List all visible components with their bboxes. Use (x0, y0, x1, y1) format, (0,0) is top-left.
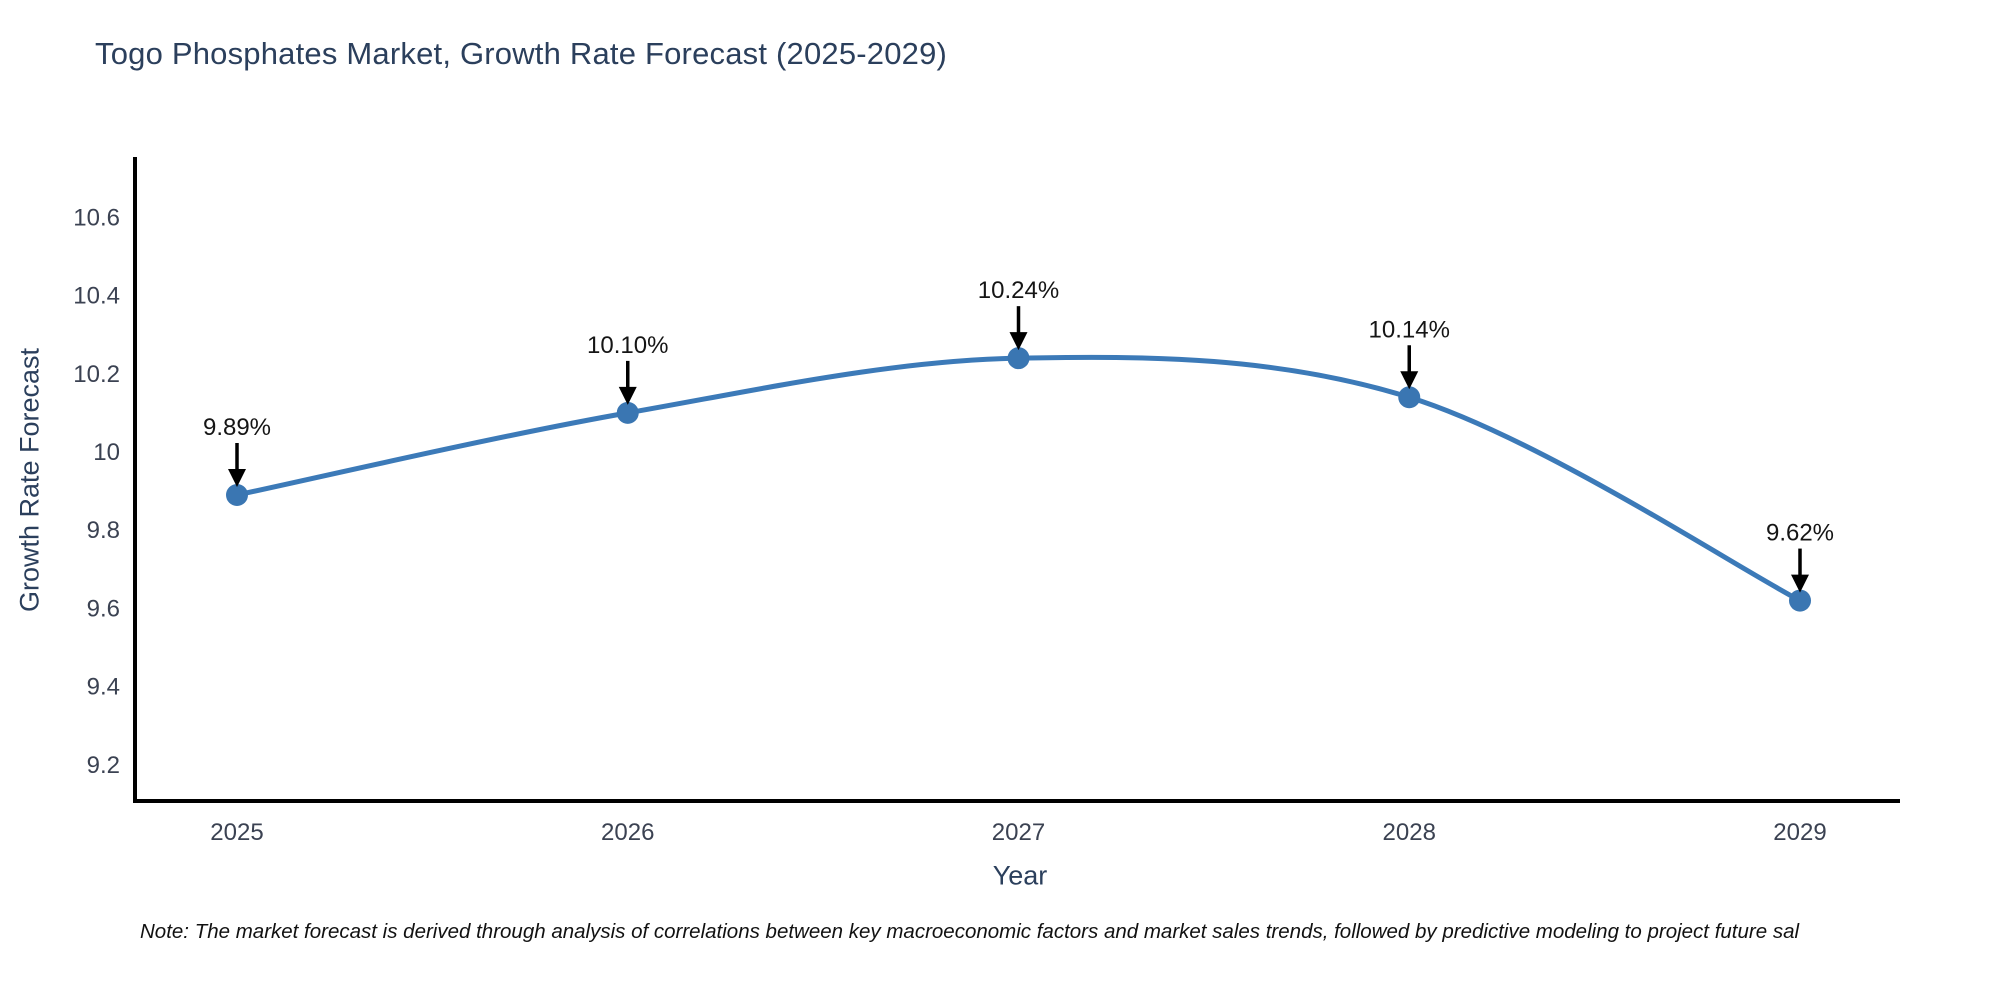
data-point-marker (616, 401, 639, 424)
y-tick-label: 9.8 (87, 517, 120, 544)
y-tick-label: 10.4 (73, 283, 120, 310)
chart-title: Togo Phosphates Market, Growth Rate Fore… (95, 36, 948, 71)
y-tick-label: 9.6 (87, 595, 120, 622)
data-point-label: 9.89% (203, 414, 271, 441)
y-tick-label: 9.4 (87, 674, 120, 701)
y-tick-label: 10.6 (73, 204, 120, 231)
data-point-label: 10.14% (1369, 316, 1450, 343)
data-point-marker (1007, 347, 1030, 370)
data-point-label: 10.24% (978, 277, 1059, 304)
annotation-arrowhead-icon (228, 469, 246, 487)
series-line (234, 354, 1803, 604)
data-point-label: 10.10% (587, 332, 668, 359)
footnote: Note: The market forecast is derived thr… (140, 920, 1800, 943)
y-tick-label: 9.2 (87, 752, 120, 779)
x-tick-label: 2027 (992, 819, 1045, 846)
x-tick-label: 2025 (210, 819, 263, 846)
y-tick-label: 10.2 (73, 361, 120, 388)
data-point-marker (1789, 589, 1811, 612)
data-point-marker (1398, 386, 1421, 409)
data-point-marker (226, 484, 248, 506)
x-axis-title: Year (992, 860, 1048, 891)
data-point-label: 9.62% (1766, 520, 1834, 547)
x-tick-label: 2029 (1773, 819, 1826, 846)
annotation-arrowhead-icon (1009, 332, 1028, 351)
annotation-arrowhead-icon (1400, 371, 1419, 390)
x-tick-label: 2026 (601, 819, 654, 846)
y-tick-label: 10 (93, 439, 120, 466)
x-tick-label: 2028 (1383, 819, 1436, 846)
annotation-arrowhead-icon (618, 386, 637, 405)
annotation-arrowhead-icon (1791, 574, 1809, 593)
